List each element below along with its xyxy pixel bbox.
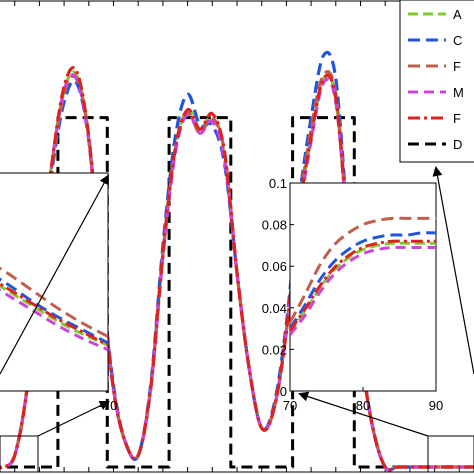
inset-right-line-series-2-f [290,216,436,324]
inset-right-ytick-label: 0.1 [269,176,287,191]
zoom-connector-arrow [298,391,429,437]
legend-label-series-2-f: F [453,59,461,74]
inset-right-frame [289,182,437,392]
inset-right-xtick-label: 70 [283,398,297,413]
inset-right: 70 80 90 0 0.02 0.04 0.06 0.08 0.1 [262,176,444,413]
zoom-connector-arrow [37,400,110,437]
legend-label-series-0-a: A [453,7,462,22]
inset-right-ytick-label: 0.08 [262,218,287,233]
inset-right-ytick-label: 0.04 [262,301,287,316]
inset-right-line-series-0-a [290,241,436,334]
inset-left-line-series-3-m [0,288,108,351]
zoom-connector-arrow [432,166,474,375]
main-line-series-5-d [0,116,474,469]
inset-right-xtick-label: 90 [429,398,443,413]
legend-label-series-3-m: M [453,85,464,100]
zoom-connector-arrow [0,174,109,375]
inset-right-ytick-label: 0.02 [262,342,287,357]
zoom-region-left [0,435,39,473]
main-line-series-4-f [0,66,474,472]
legend-label-series-5-d: D [453,137,462,152]
inset-left: -80-70 [0,172,117,413]
inset-right-line-series-4-f [290,239,436,332]
inset-right-ytick-label: 0 [280,384,287,399]
legend-box [399,0,474,163]
inset-right-line-series-1-c [290,231,436,330]
zoom-connectors [0,166,474,473]
legend-label-series-4-f: F [453,111,461,126]
zoom-region-right [427,435,474,473]
inset-left-line-series-0-a [0,284,108,347]
inset-right-ytick-label: 0.06 [262,259,287,274]
legend-label-series-1-c: C [453,33,462,48]
inset-right-xtick-label: 80 [356,398,370,413]
